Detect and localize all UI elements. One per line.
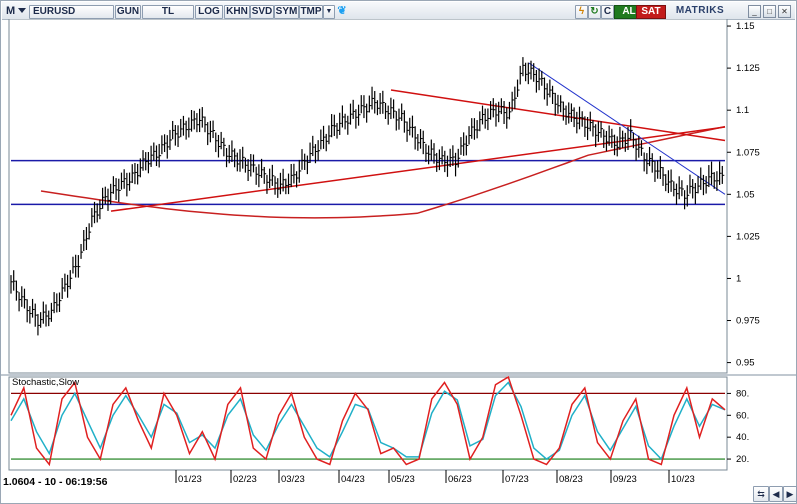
sell-button[interactable]: SAT	[636, 5, 666, 19]
scroll-right-icon[interactable]: ▶	[783, 486, 797, 502]
y-tick-label: 1	[736, 273, 741, 284]
downtrend-line-red	[390, 89, 726, 142]
lightning-icon[interactable]: ϟ	[575, 5, 588, 19]
downtrend-line-blue	[528, 62, 726, 195]
c-icon[interactable]: C	[601, 5, 614, 19]
moving-average-curve	[40, 125, 726, 219]
x-tick-label: 10/23	[671, 474, 695, 485]
stochastic-panel	[8, 376, 728, 471]
toolbar: M EURUSD GUN TL LOG KHN SVD SYM TMP ▼ ❦ …	[2, 2, 795, 20]
y-tick-label: 1.15	[736, 21, 755, 32]
close-icon[interactable]: ✕	[778, 5, 791, 18]
y-tick-label: 0.975	[736, 316, 760, 327]
sym-button[interactable]: SYM	[274, 5, 299, 19]
log-button[interactable]: LOG	[195, 5, 223, 19]
y-tick-label: 0.95	[736, 358, 755, 369]
stoch-y-tick-label: 40.	[736, 432, 749, 443]
tmp-dropdown-icon[interactable]: ▼	[323, 5, 335, 19]
x-tick-label: 09/23	[613, 474, 637, 485]
tmp-button[interactable]: TMP	[299, 5, 323, 19]
x-tick-label: 03/23	[281, 474, 305, 485]
dropdown-icon[interactable]	[18, 8, 26, 19]
gun-button[interactable]: GUN	[115, 5, 141, 19]
y-tick-label: 1.075	[736, 147, 760, 158]
tl-button[interactable]: TL	[142, 5, 194, 19]
logo: M	[6, 5, 16, 17]
twitter-icon[interactable]: ❦	[337, 5, 347, 17]
refresh-icon[interactable]: ↻	[588, 5, 601, 19]
x-tick-label: 04/23	[341, 474, 365, 485]
svd-button[interactable]: SVD	[250, 5, 274, 19]
x-tick-label: 07/23	[505, 474, 529, 485]
chart-area[interactable]: 1.15 1.125 1.1 1.075 1.05 1.025 1 0.975 0.95 80.…	[1, 19, 796, 503]
sync-icon[interactable]: ⇆	[753, 486, 769, 502]
maximize-icon[interactable]: □	[763, 5, 776, 18]
stochastic-title: Stochastic,Slow	[12, 377, 79, 388]
khn-button[interactable]: KHN	[224, 5, 250, 19]
brand-label: MATRIKS	[675, 5, 725, 16]
price-panel	[8, 19, 728, 374]
status-readout: 1.0604 - 10 - 06:19:56	[3, 475, 111, 489]
stoch-y-tick-label: 60.	[736, 410, 749, 421]
x-tick-label: 05/23	[391, 474, 415, 485]
y-tick-label: 1.05	[736, 189, 755, 200]
stochastic-main-line	[10, 375, 726, 467]
symbol-field[interactable]: EURUSD	[29, 5, 114, 19]
stoch-y-tick-label: 20.	[736, 454, 749, 465]
y-tick-label: 1.125	[736, 63, 760, 74]
x-tick-label: 06/23	[448, 474, 472, 485]
scroll-left-icon[interactable]: ◀	[769, 486, 783, 502]
minimize-icon[interactable]: _	[748, 5, 761, 18]
y-tick-label: 1.1	[736, 105, 749, 116]
x-tick-label: 01/23	[178, 474, 202, 485]
x-tick-label: 08/23	[559, 474, 583, 485]
stoch-y-tick-label: 80.	[736, 388, 749, 399]
x-tick-label: 02/23	[233, 474, 257, 485]
y-tick-label: 1.025	[736, 231, 760, 242]
